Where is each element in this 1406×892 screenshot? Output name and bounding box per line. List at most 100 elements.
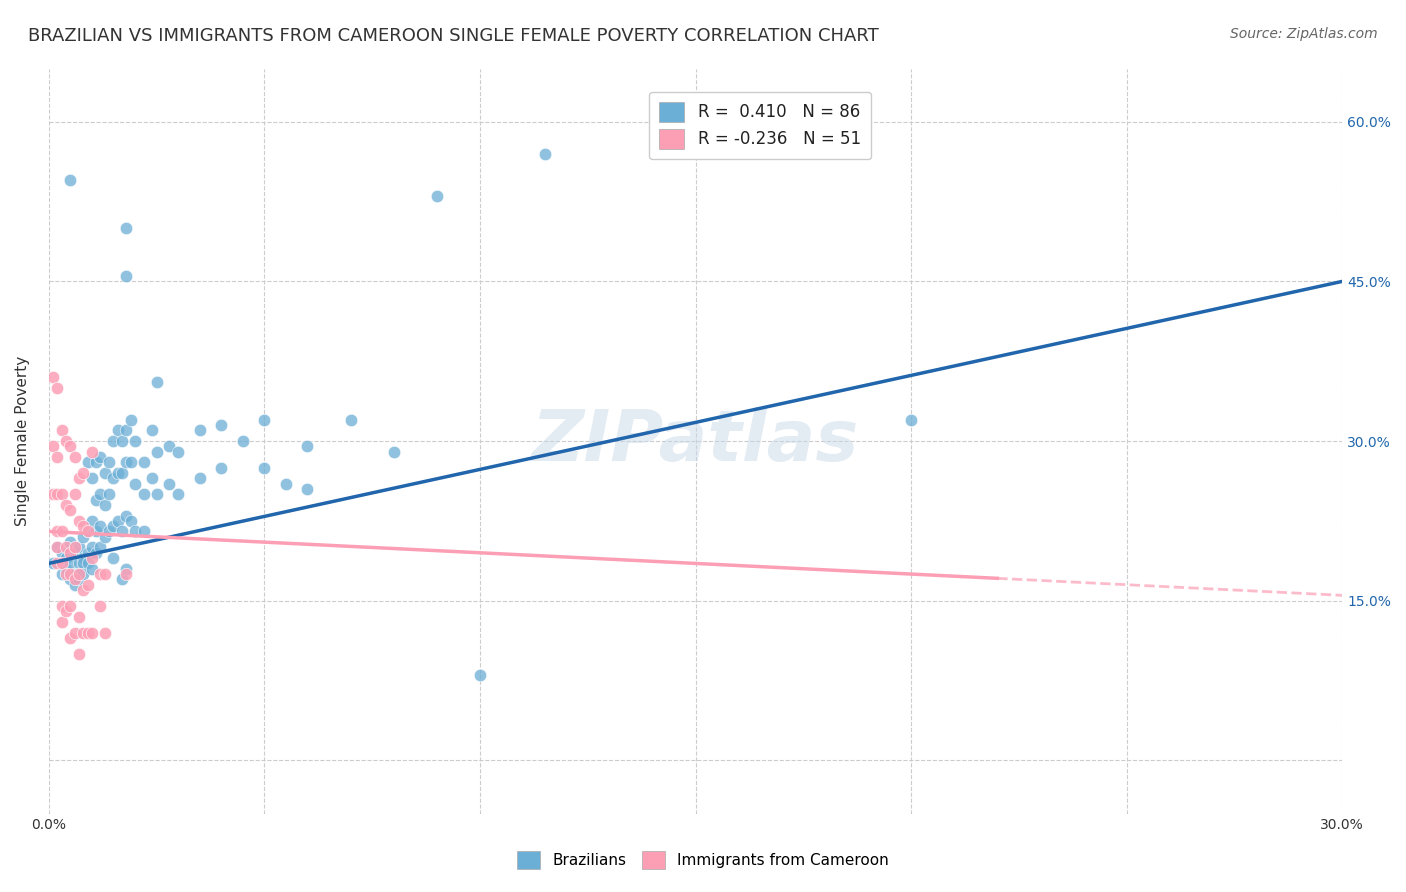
Point — [98, 524, 121, 539]
Point — [89, 450, 111, 464]
Point — [297, 439, 319, 453]
Point — [253, 413, 276, 427]
Point — [51, 557, 73, 571]
Point — [145, 487, 167, 501]
Point — [67, 557, 90, 571]
Point — [103, 551, 125, 566]
Point — [63, 546, 86, 560]
Point — [115, 455, 138, 469]
Point — [209, 460, 232, 475]
Point — [59, 567, 82, 582]
Point — [159, 439, 181, 453]
Point — [59, 631, 82, 645]
Point — [145, 376, 167, 390]
Point — [67, 541, 90, 555]
Point — [107, 514, 129, 528]
Point — [94, 498, 117, 512]
Point — [468, 668, 491, 682]
Point — [84, 492, 107, 507]
Point — [46, 541, 69, 555]
Point — [42, 439, 65, 453]
Point — [89, 541, 111, 555]
Point — [51, 599, 73, 613]
Point — [80, 625, 103, 640]
Point — [67, 514, 90, 528]
Legend: Brazilians, Immigrants from Cameroon: Brazilians, Immigrants from Cameroon — [512, 845, 894, 875]
Point — [297, 482, 319, 496]
Point — [159, 476, 181, 491]
Point — [132, 455, 155, 469]
Point — [111, 524, 134, 539]
Point — [46, 450, 69, 464]
Point — [103, 471, 125, 485]
Point — [132, 524, 155, 539]
Point — [749, 125, 772, 139]
Point — [51, 423, 73, 437]
Point — [120, 514, 142, 528]
Point — [46, 487, 69, 501]
Point — [51, 487, 73, 501]
Point — [94, 625, 117, 640]
Point — [55, 541, 77, 555]
Point — [111, 434, 134, 448]
Text: BRAZILIAN VS IMMIGRANTS FROM CAMEROON SINGLE FEMALE POVERTY CORRELATION CHART: BRAZILIAN VS IMMIGRANTS FROM CAMEROON SI… — [28, 27, 879, 45]
Point — [107, 423, 129, 437]
Point — [51, 524, 73, 539]
Point — [59, 503, 82, 517]
Text: ZIPatlas: ZIPatlas — [531, 407, 859, 475]
Point — [67, 567, 90, 582]
Point — [253, 460, 276, 475]
Point — [55, 562, 77, 576]
Point — [115, 562, 138, 576]
Point — [900, 413, 922, 427]
Point — [84, 455, 107, 469]
Point — [76, 524, 98, 539]
Point — [98, 487, 121, 501]
Point — [46, 524, 69, 539]
Point — [98, 455, 121, 469]
Point — [63, 578, 86, 592]
Point — [51, 615, 73, 629]
Point — [59, 439, 82, 453]
Point — [67, 609, 90, 624]
Point — [103, 434, 125, 448]
Point — [533, 146, 555, 161]
Point — [63, 625, 86, 640]
Point — [63, 567, 86, 582]
Point — [132, 487, 155, 501]
Point — [76, 455, 98, 469]
Point — [42, 557, 65, 571]
Point — [94, 466, 117, 480]
Point — [67, 567, 90, 582]
Point — [94, 530, 117, 544]
Point — [42, 487, 65, 501]
Point — [209, 418, 232, 433]
Point — [111, 466, 134, 480]
Point — [51, 546, 73, 560]
Point — [124, 524, 146, 539]
Point — [76, 524, 98, 539]
Point — [46, 541, 69, 555]
Point — [80, 514, 103, 528]
Point — [67, 471, 90, 485]
Point — [63, 450, 86, 464]
Y-axis label: Single Female Poverty: Single Female Poverty — [15, 356, 30, 526]
Point — [89, 487, 111, 501]
Point — [63, 487, 86, 501]
Point — [76, 557, 98, 571]
Point — [63, 573, 86, 587]
Point — [426, 189, 449, 203]
Point — [84, 546, 107, 560]
Point — [59, 535, 82, 549]
Point — [76, 546, 98, 560]
Point — [141, 471, 163, 485]
Point — [72, 519, 94, 533]
Point — [59, 573, 82, 587]
Point — [188, 471, 211, 485]
Point — [232, 434, 254, 448]
Point — [89, 519, 111, 533]
Point — [80, 444, 103, 458]
Point — [141, 423, 163, 437]
Point — [107, 466, 129, 480]
Point — [115, 567, 138, 582]
